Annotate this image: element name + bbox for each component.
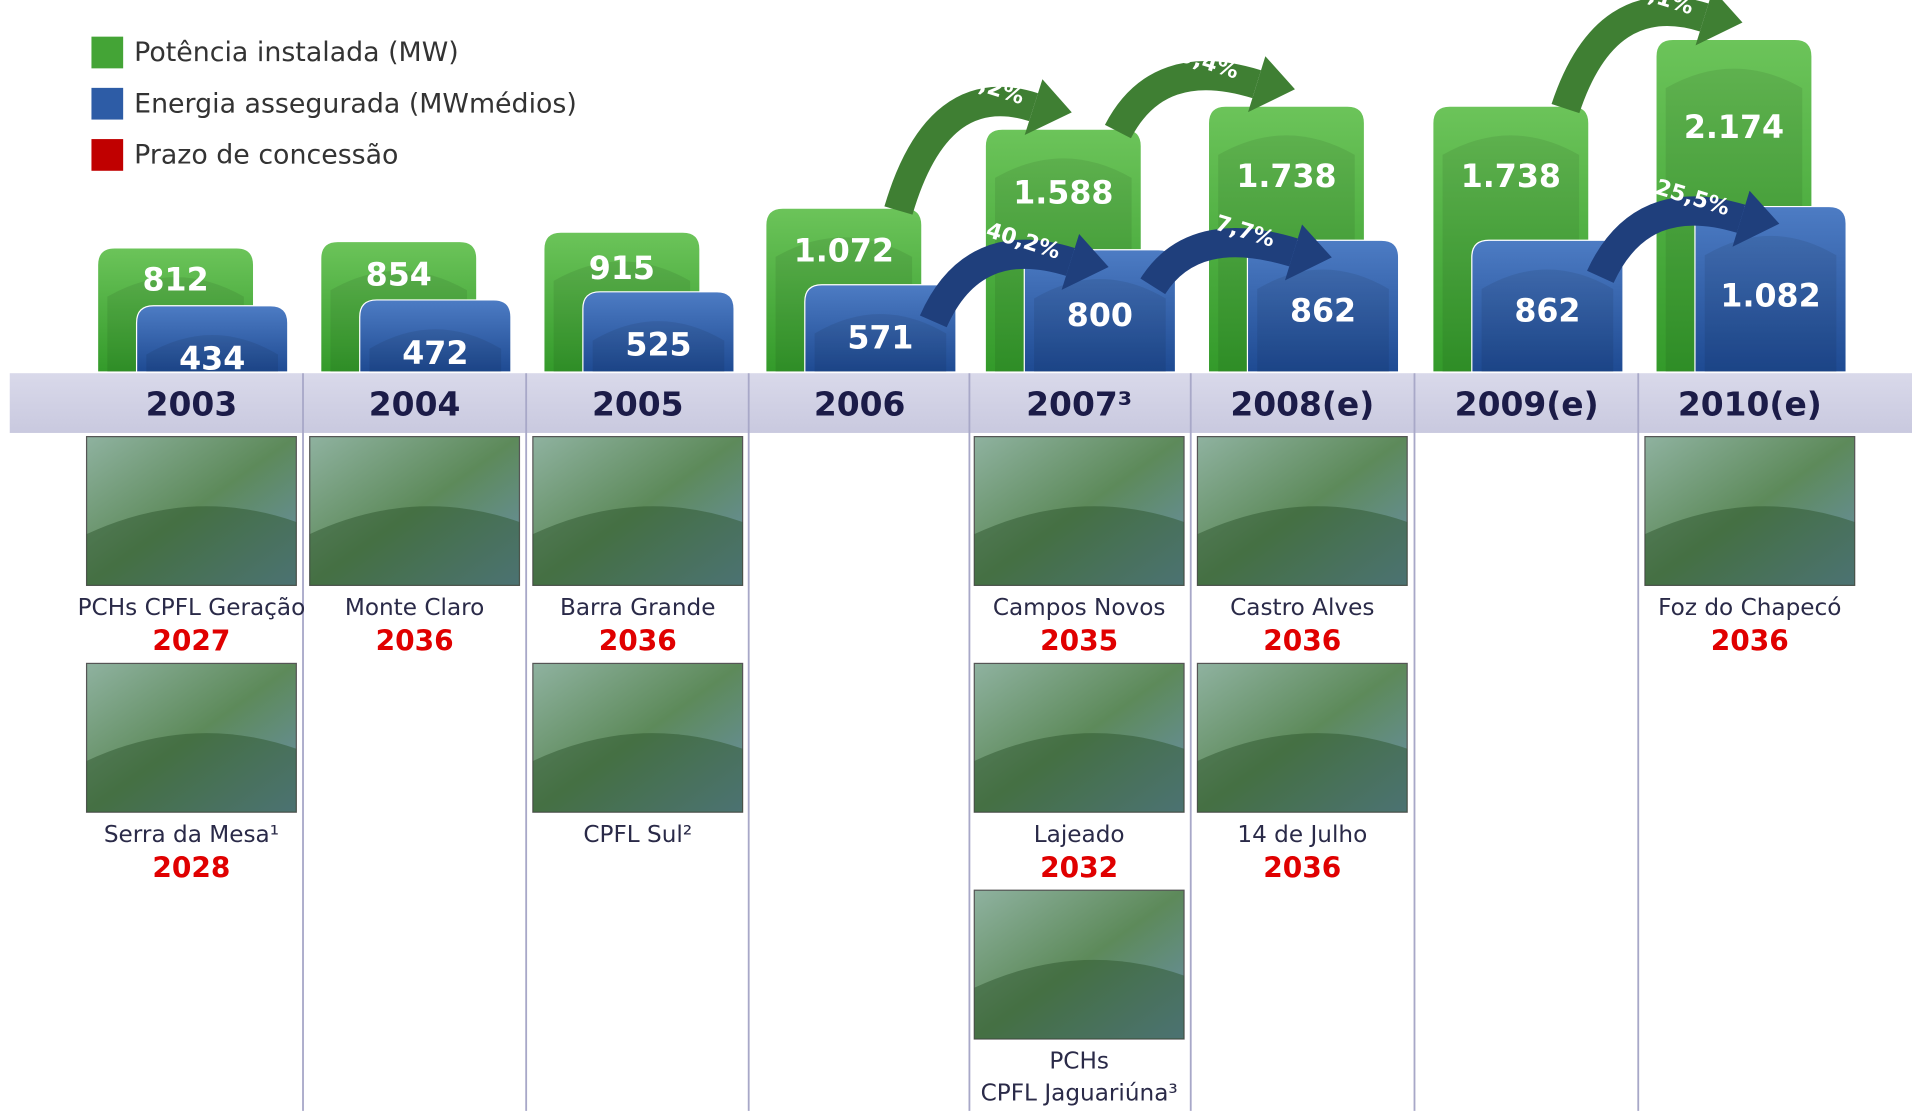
plant-photo	[973, 662, 1185, 813]
plant-name: Monte Claro	[345, 595, 484, 621]
concession-year: 2036	[599, 625, 677, 658]
year-label: 2005	[592, 385, 684, 424]
bar-shine	[1034, 278, 1166, 372]
value-label: 800	[1067, 298, 1133, 334]
plant-photo-detail	[309, 506, 520, 586]
year-band	[9, 373, 1912, 433]
growth-arrow	[919, 239, 1075, 328]
growth-arrow-head	[1024, 79, 1072, 136]
plant-name: PCHs CPFL Geração	[78, 595, 306, 621]
value-label: 434	[179, 342, 245, 378]
value-label: 862	[1290, 294, 1356, 330]
year-label: 2007³	[1026, 385, 1132, 424]
value-label: 915	[589, 251, 655, 287]
plant-photo	[532, 662, 744, 813]
value-label: 2.174	[1684, 110, 1784, 146]
concession-year: 2036	[376, 625, 454, 658]
growth-arrow-head	[1732, 190, 1780, 247]
value-label: 854	[366, 258, 432, 294]
plant-photo-detail	[86, 733, 297, 813]
legend-swatch	[91, 139, 124, 171]
plant-name: 14 de Julho	[1237, 822, 1367, 848]
value-label: 472	[402, 336, 468, 372]
plant-name: CPFL Sul²	[583, 822, 692, 848]
plant-name: Foz do Chapecó	[1658, 595, 1841, 621]
concession-year: 2036	[1263, 625, 1341, 658]
legend-label: Potência instalada (MW)	[134, 37, 459, 68]
plant-name: Lajeado	[1034, 822, 1125, 848]
plant-name: CPFL Jaguariúna³	[981, 1080, 1178, 1106]
plant-photo	[1196, 436, 1408, 586]
bar-shine	[146, 335, 279, 372]
plant-photo	[973, 889, 1185, 1040]
plant-photo	[85, 436, 297, 586]
plant-photo-detail	[1644, 506, 1855, 586]
value-label: 1.738	[1236, 159, 1336, 195]
plant-name: Serra da Mesa¹	[104, 822, 279, 848]
year-label: 2010(e)	[1678, 385, 1822, 424]
plant-name: Campos Novos	[993, 595, 1166, 621]
growth-arrow-head	[1061, 233, 1109, 290]
value-label: 1.082	[1720, 279, 1820, 315]
energy-bar	[359, 299, 512, 373]
year-label: 2004	[369, 385, 461, 424]
plant-photo-detail	[1197, 733, 1408, 813]
value-label: 812	[143, 262, 209, 298]
plant-photo	[1196, 662, 1408, 813]
plant-photo	[309, 436, 521, 586]
energy-bar	[135, 305, 289, 373]
growth-arrow	[1587, 196, 1746, 284]
growth-arrow	[1104, 61, 1262, 139]
value-label: 571	[847, 321, 913, 357]
energy-bar	[582, 291, 735, 373]
legend-swatch	[91, 36, 124, 69]
growth-arrow-head	[1695, 0, 1743, 46]
plant-photo-detail	[1197, 506, 1408, 586]
value-label: 1.588	[1013, 176, 1113, 212]
concession-year: 2032	[1040, 851, 1118, 884]
bar-shine	[1481, 269, 1614, 372]
plant-photo-detail	[532, 733, 743, 813]
plant-photo-detail	[86, 506, 297, 586]
plant-photo-detail	[974, 959, 1185, 1039]
concession-year: 2036	[1263, 851, 1341, 884]
value-label: 525	[625, 328, 691, 364]
year-label: 2003	[146, 385, 238, 424]
legend-label: Energia assegurada (MWmédios)	[134, 88, 577, 119]
value-label: 862	[1514, 294, 1580, 330]
growth-arrow-head	[1248, 56, 1295, 113]
concession-year: 2035	[1040, 625, 1118, 658]
year-label: 2006	[814, 385, 906, 424]
growth-arrow-head	[1284, 224, 1332, 281]
growth-arrow	[884, 86, 1038, 215]
plant-photo	[1644, 436, 1856, 586]
growth-arrow	[1551, 0, 1709, 114]
bar-shine	[814, 314, 947, 372]
plant-name: Castro Alves	[1230, 595, 1374, 621]
concession-year: 2036	[1711, 625, 1789, 658]
legend-label: Prazo de concessão	[134, 140, 398, 171]
bar-shine	[1704, 235, 1837, 372]
concession-year: 2027	[152, 625, 230, 658]
bar-shine	[592, 321, 725, 372]
plant-photo	[973, 436, 1185, 586]
plant-name: PCHs	[1049, 1049, 1109, 1075]
plant-photo-detail	[974, 733, 1185, 813]
bar-shine	[1257, 269, 1389, 372]
year-label: 2008(e)	[1230, 385, 1374, 424]
value-label: 1.072	[794, 233, 894, 269]
plant-photo-detail	[974, 506, 1185, 586]
plant-name: Barra Grande	[560, 595, 716, 621]
legend-swatch	[91, 87, 124, 120]
concession-year: 2028	[152, 851, 230, 884]
bar-shine	[369, 329, 502, 372]
plant-photo	[85, 662, 297, 813]
year-label: 2009(e)	[1455, 385, 1599, 424]
value-label: 1.738	[1461, 159, 1561, 195]
plant-photo-detail	[532, 506, 743, 586]
growth-arrow	[1140, 228, 1298, 295]
plant-photo	[532, 436, 744, 586]
